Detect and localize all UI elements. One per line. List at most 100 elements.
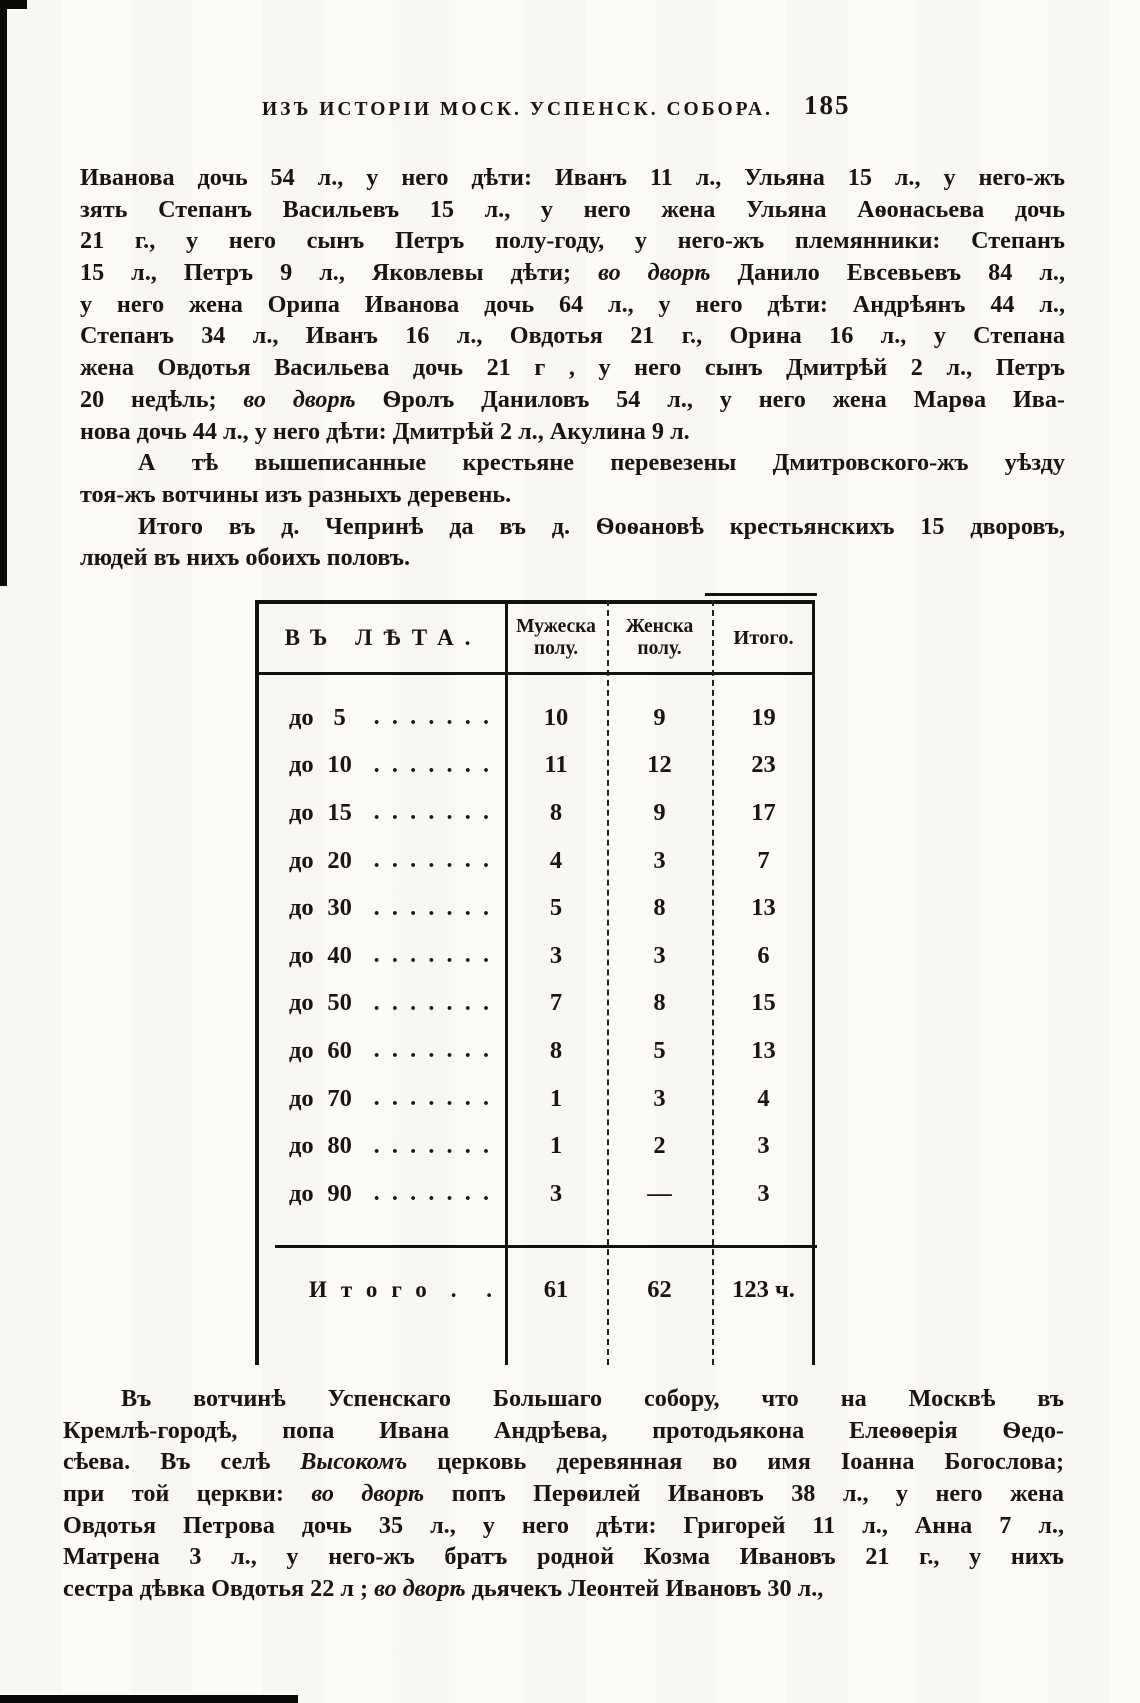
leader-dot: . xyxy=(391,1085,398,1112)
male-count-cell: 10 xyxy=(543,703,569,731)
female-count-cell: 3 xyxy=(653,1084,666,1112)
age-value: 40 xyxy=(327,941,352,969)
totals-male: 61 xyxy=(543,1276,569,1303)
leader-dot: . xyxy=(391,942,398,969)
text-line: у него жена Орипа Иванова дочь 64 л., у … xyxy=(80,289,1065,321)
body-text-bottom: Въ вотчинѣ Успенскаго Большаго собору, ч… xyxy=(63,1383,1064,1605)
leader-dot: . xyxy=(482,1037,489,1064)
scan-edge-artifact-top-left xyxy=(0,0,27,9)
leader-dot: . xyxy=(373,989,380,1016)
male-count-cell: 4 xyxy=(549,846,563,874)
text-line: А тѣ вышеписанные крестьяне перевезены Д… xyxy=(80,447,1065,479)
female-count-cell: 9 xyxy=(653,798,666,826)
age-prefix: до xyxy=(289,846,314,874)
leader-dot: . xyxy=(446,704,453,731)
leader-dot: . xyxy=(464,1132,471,1159)
leader-dot: . xyxy=(464,1037,471,1064)
table-row: до 20....... 4 3 7 xyxy=(255,837,815,885)
female-count-cell: 9 xyxy=(653,703,666,731)
table-totals-row: Итого . . 61 62 123 ч. xyxy=(255,1266,815,1314)
dot-leader: ....... xyxy=(366,1037,505,1064)
leader-dot: . xyxy=(464,799,471,826)
text-line: жена Овдотья Васильева дочь 21 г , у нег… xyxy=(80,352,1065,384)
text-line: 21 г., у него сынъ Петръ полу-году, у не… xyxy=(80,225,1065,257)
text-line: Степанъ 34 л., Иванъ 16 л., Овдотья 21 г… xyxy=(80,320,1065,352)
column-header-total: Итого. xyxy=(733,626,794,649)
dot-leader: ....... xyxy=(366,990,505,1017)
leader-dot: . xyxy=(373,1085,380,1112)
age-value: 10 xyxy=(327,751,352,779)
dot-leader: ....... xyxy=(366,704,505,731)
leader-dot: . xyxy=(410,989,417,1016)
text-line: сестра дѣвка Овдотья 22 л ; во дворѣ дья… xyxy=(63,1573,1064,1605)
text-line: 15 л., Петръ 9 л., Яковлевы дѣти; во дво… xyxy=(80,257,1065,289)
text-run: нова дочь 44 л., у него дѣти: Дмитрѣй 2 … xyxy=(80,417,690,445)
leader-dot: . xyxy=(373,942,380,969)
leader-dot: . xyxy=(482,847,489,874)
leader-dot: . xyxy=(428,989,435,1016)
italic-run: во дворѣ xyxy=(374,1575,466,1603)
table-row: до 30....... 5 8 13 xyxy=(255,884,815,932)
total-count-cell: 4 xyxy=(757,1084,770,1112)
running-header: ИЗЪ ИСТОРІИ МОСК. УСПЕНСК. СОБОРА. xyxy=(262,99,774,120)
leader-dot: . xyxy=(446,1037,453,1064)
scan-edge-artifact-left xyxy=(0,0,7,586)
age-cell: до 5....... xyxy=(255,704,505,732)
age-value: 90 xyxy=(327,1179,352,1207)
italic-run: Высокомъ xyxy=(300,1448,408,1476)
italic-run: во дворѣ xyxy=(598,259,711,287)
dot-leader: ....... xyxy=(366,942,505,969)
leader-dot: . xyxy=(446,1180,453,1207)
leader-dot: . xyxy=(410,704,417,731)
text-run: сѣева. Въ селѣ xyxy=(63,1448,301,1476)
column-header-male: Мужеска полу. xyxy=(516,616,596,659)
column-header-female: Женска полу. xyxy=(625,616,694,659)
leader-dot: . xyxy=(391,1180,398,1207)
leader-dot: . xyxy=(373,751,380,778)
leader-dot: . xyxy=(410,1085,417,1112)
leader-dot: . xyxy=(373,1037,380,1064)
leader-dot: . xyxy=(373,1132,380,1159)
leader-dot: . xyxy=(391,989,398,1016)
age-prefix: до xyxy=(289,798,314,826)
age-value: 15 xyxy=(327,798,352,826)
text-line: Матрена 3 л., у него-жъ братъ родной Коз… xyxy=(63,1541,1064,1573)
text-run: Ѳролъ Даниловъ 54 л., у него жена Марѳа … xyxy=(355,385,1065,413)
text-line: сѣева. Въ селѣ Высокомъ церковь деревянн… xyxy=(63,1446,1064,1478)
text-run: церковь деревянная во имя Іоанна Богосло… xyxy=(407,1448,1064,1476)
age-cell: до 60....... xyxy=(255,1037,505,1065)
text-run: попъ Перѳилей Ивановъ 38 л., у него жена xyxy=(424,1480,1065,1508)
total-count-cell: 23 xyxy=(751,751,776,779)
leader-dot: . xyxy=(482,799,489,826)
leader-dot: . xyxy=(391,1037,398,1064)
totals-dot-leader: . . xyxy=(450,1277,505,1302)
table-divider-age xyxy=(505,600,508,1365)
leader-dot: . xyxy=(464,942,471,969)
column-header-age: ВЪ ЛѢТА. xyxy=(284,625,482,650)
male-count-cell: 8 xyxy=(549,1036,563,1064)
table-row: до 5....... 10 9 19 xyxy=(255,694,815,742)
text-line: Кремлѣ-городѣ, попа Ивана Андрѣева, прот… xyxy=(63,1415,1064,1447)
table-top-border-offset-segment xyxy=(705,593,817,596)
age-prefix: до xyxy=(289,1036,314,1064)
table-divider-female-total xyxy=(712,600,714,1365)
leader-dot: . xyxy=(446,1132,453,1159)
age-cell: до 10....... xyxy=(255,751,505,779)
text-run: Кремлѣ-городѣ, попа Ивана Андрѣева, прот… xyxy=(63,1416,1064,1444)
italic-run: во дворѣ xyxy=(311,1480,425,1508)
totals-label: Итого . . xyxy=(255,1277,505,1303)
leader-dot: . xyxy=(464,894,471,921)
leader-dot: . xyxy=(464,1180,471,1207)
dot-leader: ....... xyxy=(366,847,505,874)
leader-dot: . xyxy=(428,799,435,826)
age-value: 5 xyxy=(333,703,346,731)
text-line: Овдотья Петрова дочь 35 л., у него дѣти:… xyxy=(63,1510,1064,1542)
total-count-cell: 6 xyxy=(757,941,770,969)
leader-dot: . xyxy=(428,1037,435,1064)
age-prefix: до xyxy=(289,1084,314,1112)
leader-dot: . xyxy=(391,751,398,778)
leader-dot: . xyxy=(482,942,489,969)
leader-dot: . xyxy=(373,799,380,826)
table-row: до 90....... 3 — 3 xyxy=(255,1170,815,1218)
